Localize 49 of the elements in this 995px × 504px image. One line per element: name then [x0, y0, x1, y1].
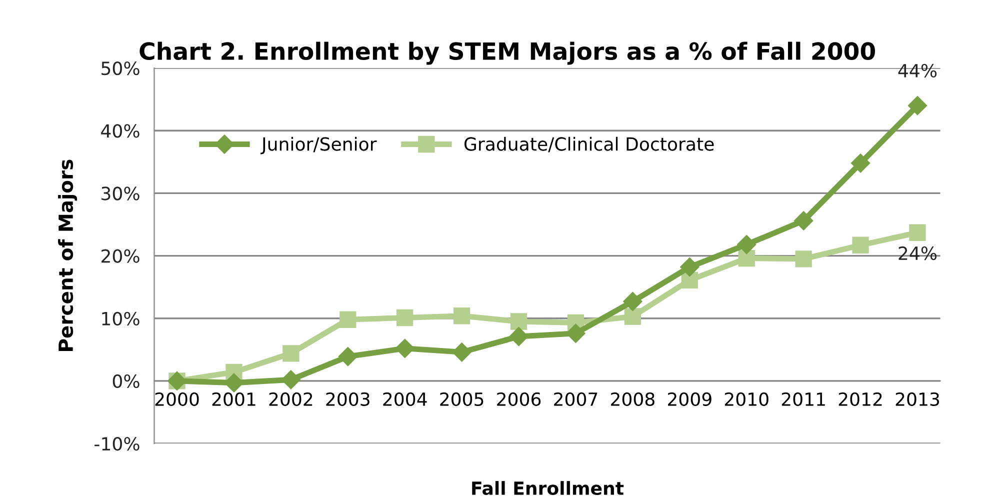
point — [282, 345, 300, 362]
x-tick-label: 2001 — [212, 392, 256, 406]
x-tick-label: 2004 — [383, 392, 427, 406]
legend-label: Graduate/Clinical Doctorate — [464, 136, 714, 152]
x-tick-label: 2009 — [668, 392, 712, 406]
point — [795, 250, 812, 268]
legend-label: Junior/Senior — [260, 136, 377, 154]
y-tick-label: 40% — [101, 124, 140, 138]
point — [452, 342, 472, 362]
x-tick-label: 2003 — [326, 392, 370, 406]
point — [794, 211, 814, 230]
y-tick-label: -10% — [94, 436, 140, 451]
y-tick-label: 20% — [102, 249, 140, 263]
x-tick-label: 2013 — [896, 392, 940, 406]
y-tick-label: 30% — [102, 186, 140, 200]
point — [509, 326, 528, 346]
point — [453, 308, 470, 324]
x-tick-label: 2007 — [554, 392, 598, 406]
point — [852, 236, 869, 254]
data-label: 44% — [898, 64, 937, 78]
x-tick-label: 2005 — [440, 392, 484, 406]
point — [908, 96, 928, 116]
x-tick-label: 2000 — [155, 392, 199, 406]
point — [338, 347, 358, 366]
point — [395, 338, 414, 358]
chart-title: Chart 2. Enrollment by STEM Majors as a % of Fall 2000 — [140, 42, 876, 65]
point — [909, 224, 926, 241]
x-tick-label: 2002 — [269, 392, 312, 406]
point — [624, 308, 642, 325]
data-label: 24% — [898, 246, 937, 260]
point — [510, 313, 528, 330]
x-tick-label: 2012 — [838, 392, 882, 406]
point — [738, 250, 755, 267]
x-tick-label: 2011 — [782, 392, 825, 406]
point — [340, 311, 356, 328]
point — [566, 324, 586, 343]
x-tick-label: 2010 — [724, 392, 768, 406]
point — [396, 309, 414, 326]
x-tick-label: 2006 — [497, 392, 541, 406]
y-tick-label: 10% — [102, 312, 140, 326]
y-axis-title: Percent of Majors — [58, 160, 78, 351]
y-tick-label: 0% — [112, 374, 140, 388]
point — [850, 154, 870, 173]
x-tick-label: 2008 — [611, 392, 654, 406]
point — [737, 234, 756, 254]
point — [623, 292, 642, 311]
y-tick-label: 50% — [102, 62, 140, 76]
point — [680, 258, 700, 277]
x-axis-title: Fall Enrollment — [472, 481, 624, 496]
